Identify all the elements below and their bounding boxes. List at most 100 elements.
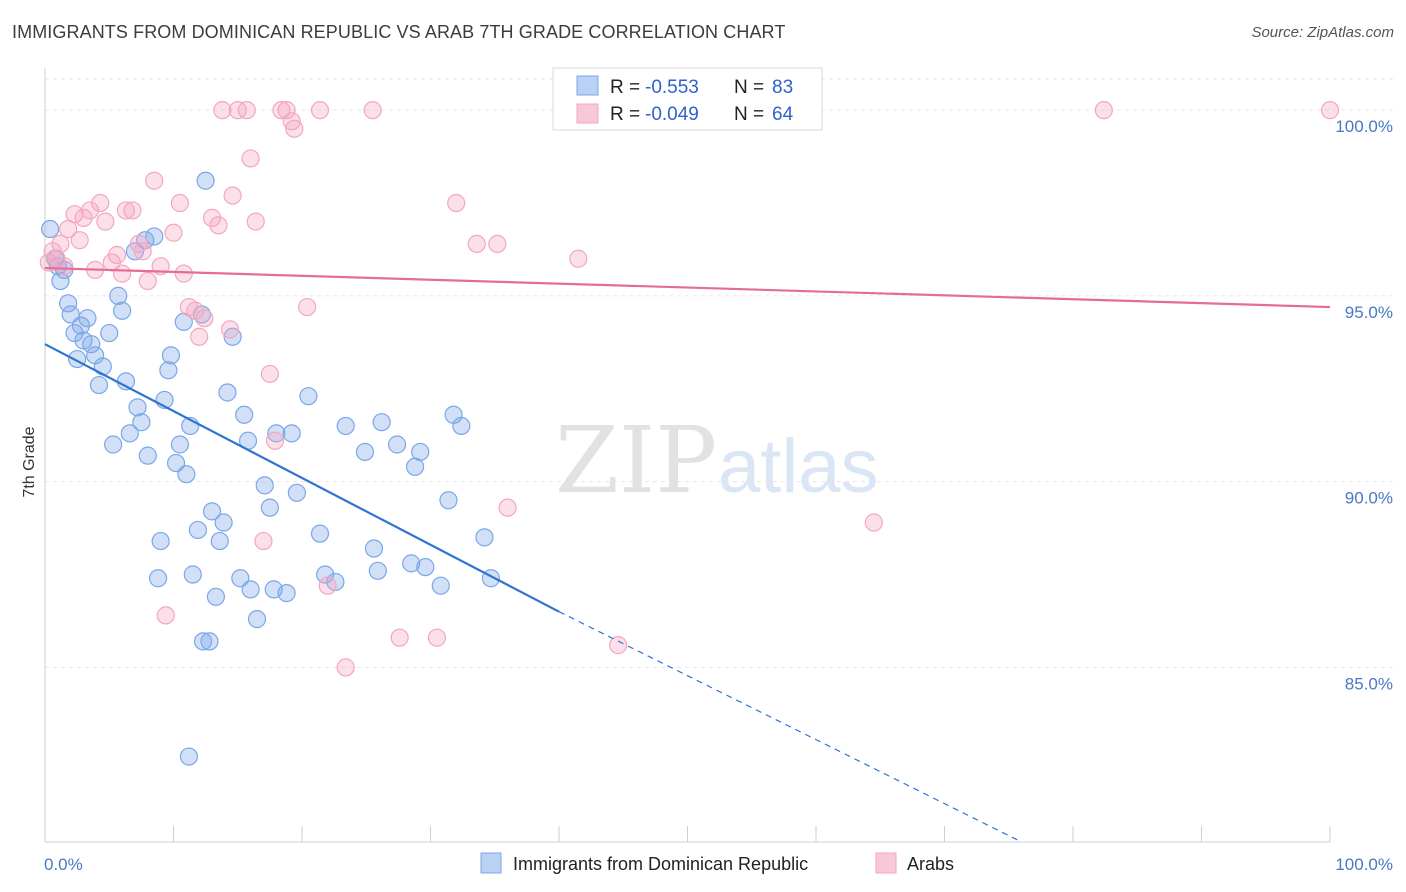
data-point (287, 483, 306, 502)
data-point (109, 286, 128, 305)
legend-n-label-2: N = (734, 104, 764, 125)
data-point (218, 383, 237, 402)
data-point (1320, 101, 1340, 120)
trend-extension-dominican (558, 611, 1022, 843)
data-point (138, 446, 157, 465)
data-point (156, 606, 175, 625)
data-point (170, 193, 190, 213)
data-point (70, 231, 89, 250)
data-point (363, 101, 382, 120)
data-point (272, 101, 291, 120)
bottom-legend-label-arabs: Arabs (907, 854, 954, 874)
data-point (132, 413, 151, 432)
data-point (231, 569, 250, 588)
data-point (402, 554, 421, 573)
data-point (285, 119, 304, 138)
data-point (74, 208, 93, 227)
data-point (151, 531, 170, 551)
data-point (260, 498, 279, 517)
data-point (112, 301, 132, 320)
legend-r-value-2: -0.049 (645, 104, 699, 125)
bottom-legend: Immigrants from Dominican Republic Arabs (480, 852, 954, 874)
data-point (609, 636, 628, 655)
data-point (80, 201, 100, 220)
data-point (96, 212, 115, 231)
data-point (467, 234, 486, 253)
bottom-legend-swatch-arabs (875, 852, 897, 874)
data-point (416, 557, 435, 577)
data-point (355, 442, 375, 462)
legend-box: R = -0.553 N = 83 R = -0.049 N = 64 (552, 67, 823, 131)
data-point (213, 101, 232, 120)
data-point (59, 294, 78, 313)
data-point (368, 561, 387, 580)
data-point (206, 587, 226, 606)
data-point (282, 424, 301, 443)
legend-n-value-1: 83 (772, 77, 793, 98)
data-point (318, 576, 337, 595)
data-point (202, 208, 222, 227)
data-point (145, 227, 164, 246)
data-point (235, 405, 254, 424)
bottom-legend-swatch-dominican (480, 852, 502, 874)
data-point (116, 201, 136, 220)
data-point (78, 309, 97, 328)
legend-n-value-2: 64 (772, 104, 794, 125)
data-point (336, 416, 355, 436)
data-point (195, 309, 214, 328)
data-point (82, 335, 101, 354)
legend-r-value-1: -0.553 (645, 77, 699, 98)
data-point (128, 398, 147, 417)
data-point (138, 271, 157, 291)
data-point (100, 323, 119, 343)
data-point (220, 320, 240, 339)
bottom-legend-label-dominican: Immigrants from Dominican Republic (513, 854, 808, 874)
data-point (164, 223, 183, 242)
data-point (193, 632, 213, 651)
data-point (170, 435, 190, 454)
trend-line-dominican (44, 343, 560, 613)
watermark-zip: ZIP (555, 407, 717, 514)
data-point (202, 502, 222, 521)
data-point (390, 628, 409, 647)
data-point (247, 610, 267, 629)
trend-lines (44, 266, 1331, 843)
data-point (254, 531, 273, 551)
data-point (267, 424, 286, 443)
data-point (299, 387, 318, 406)
series-dominican (41, 171, 500, 766)
data-point (864, 513, 883, 532)
data-point (71, 316, 91, 335)
data-point (372, 413, 391, 432)
data-point (93, 357, 112, 376)
legend-swatch-arabs (576, 103, 599, 124)
legend-r-label-2: R = (610, 104, 640, 125)
data-point (89, 375, 109, 395)
data-point (161, 346, 181, 365)
data-point (104, 435, 123, 454)
data-point (447, 193, 466, 213)
legend-swatch-dominican (576, 75, 599, 96)
data-point (282, 112, 301, 131)
data-point (91, 193, 110, 213)
data-point (241, 580, 260, 599)
data-point (145, 171, 164, 190)
y-tick-label: 95.0% (1345, 303, 1393, 322)
data-point (387, 435, 407, 454)
chart-title: IMMIGRANTS FROM DOMINICAN REPUBLIC VS AR… (12, 22, 786, 42)
data-point (51, 234, 70, 253)
data-point (310, 524, 330, 543)
y-tick-label: 100.0% (1335, 117, 1393, 136)
watermark-atlas: atlas (718, 424, 879, 509)
data-point (166, 453, 186, 473)
data-point (316, 565, 335, 584)
data-point (148, 569, 168, 588)
data-point (200, 632, 219, 651)
data-point (159, 361, 178, 380)
data-point (475, 528, 494, 547)
data-point (41, 219, 60, 239)
data-point (188, 520, 208, 540)
y-tick-label: 90.0% (1345, 489, 1393, 508)
data-point (174, 264, 193, 283)
